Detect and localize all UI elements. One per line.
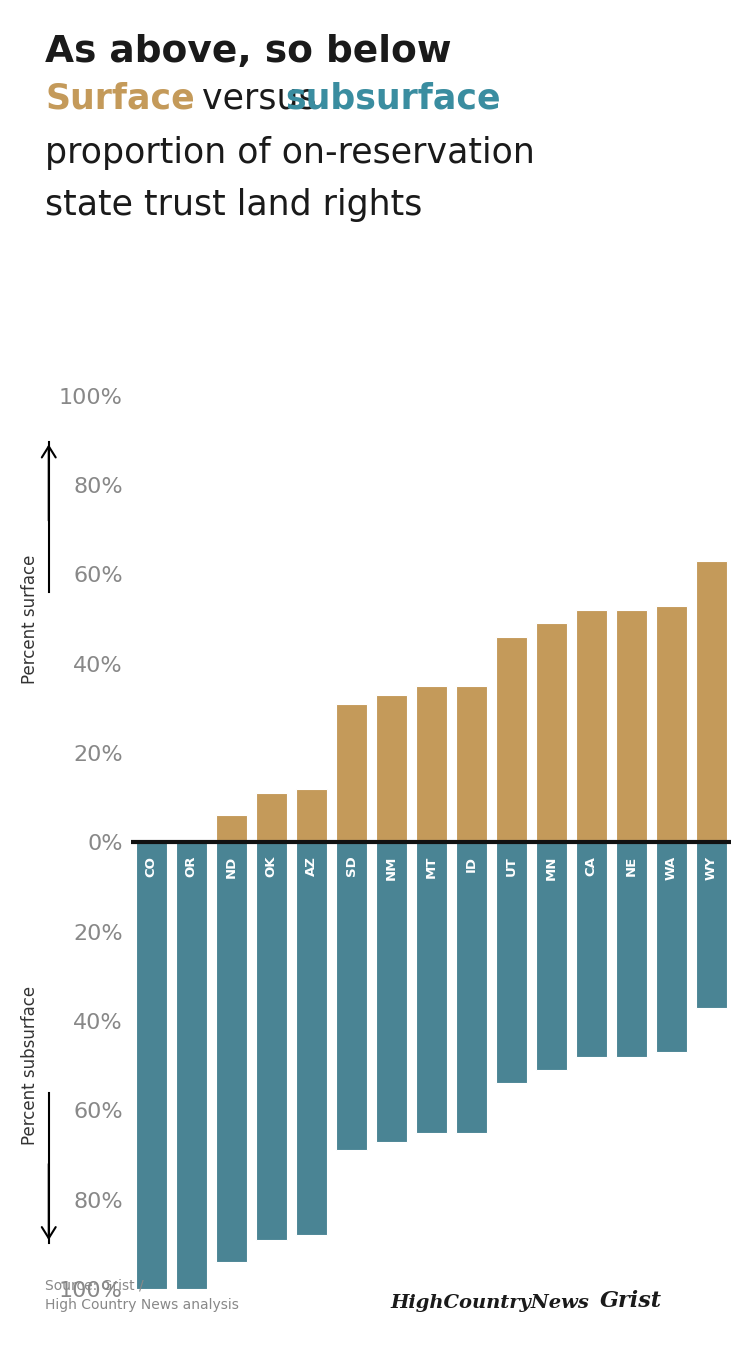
Bar xyxy=(296,788,327,842)
Bar xyxy=(536,623,567,842)
Bar xyxy=(336,704,367,842)
Text: NE: NE xyxy=(625,855,638,876)
Text: NM: NM xyxy=(385,855,398,880)
Bar xyxy=(256,842,286,1240)
Text: MT: MT xyxy=(424,855,438,878)
Bar xyxy=(656,842,687,1052)
Text: Surface: Surface xyxy=(45,82,195,116)
Bar xyxy=(456,686,487,842)
Bar xyxy=(376,842,406,1142)
Text: SD: SD xyxy=(345,855,358,877)
Bar xyxy=(416,686,447,842)
Text: Grist: Grist xyxy=(600,1290,662,1312)
Text: AZ: AZ xyxy=(304,855,318,876)
Text: Source: Grist /
High Country News analysis: Source: Grist / High Country News analys… xyxy=(45,1278,238,1312)
Bar xyxy=(616,610,646,842)
Text: As above, so below: As above, so below xyxy=(45,34,452,70)
Bar xyxy=(216,842,247,1262)
Text: MN: MN xyxy=(544,855,558,880)
Bar xyxy=(496,842,526,1083)
Bar xyxy=(576,842,607,1057)
Bar xyxy=(336,842,367,1150)
Bar xyxy=(656,606,687,842)
Text: Percent surface: Percent surface xyxy=(21,554,39,683)
Bar xyxy=(696,561,727,842)
Bar xyxy=(176,842,207,1289)
Bar xyxy=(536,842,567,1071)
Bar xyxy=(296,842,327,1236)
Text: subsurface: subsurface xyxy=(285,82,500,116)
Text: Percent subsurface: Percent subsurface xyxy=(21,986,39,1146)
Text: ND: ND xyxy=(225,855,238,878)
Text: ID: ID xyxy=(465,855,478,872)
Bar xyxy=(376,694,406,842)
Bar xyxy=(456,842,487,1132)
Bar xyxy=(696,842,727,1008)
Text: CA: CA xyxy=(585,855,598,876)
Text: state trust land rights: state trust land rights xyxy=(45,188,422,222)
Text: WA: WA xyxy=(664,855,678,880)
Bar xyxy=(256,792,286,842)
Text: UT: UT xyxy=(505,855,518,876)
Text: proportion of on-reservation: proportion of on-reservation xyxy=(45,136,535,170)
Text: HighCountryNews: HighCountryNews xyxy=(390,1294,589,1312)
Text: OR: OR xyxy=(184,855,198,877)
Bar xyxy=(416,842,447,1132)
Bar xyxy=(136,842,166,1289)
Bar xyxy=(616,842,646,1057)
Bar xyxy=(576,610,607,842)
Text: OK: OK xyxy=(265,855,278,877)
Bar xyxy=(216,816,247,842)
Text: versus: versus xyxy=(191,82,328,116)
Bar xyxy=(496,637,526,842)
Text: WY: WY xyxy=(705,855,718,880)
Text: CO: CO xyxy=(145,855,158,877)
